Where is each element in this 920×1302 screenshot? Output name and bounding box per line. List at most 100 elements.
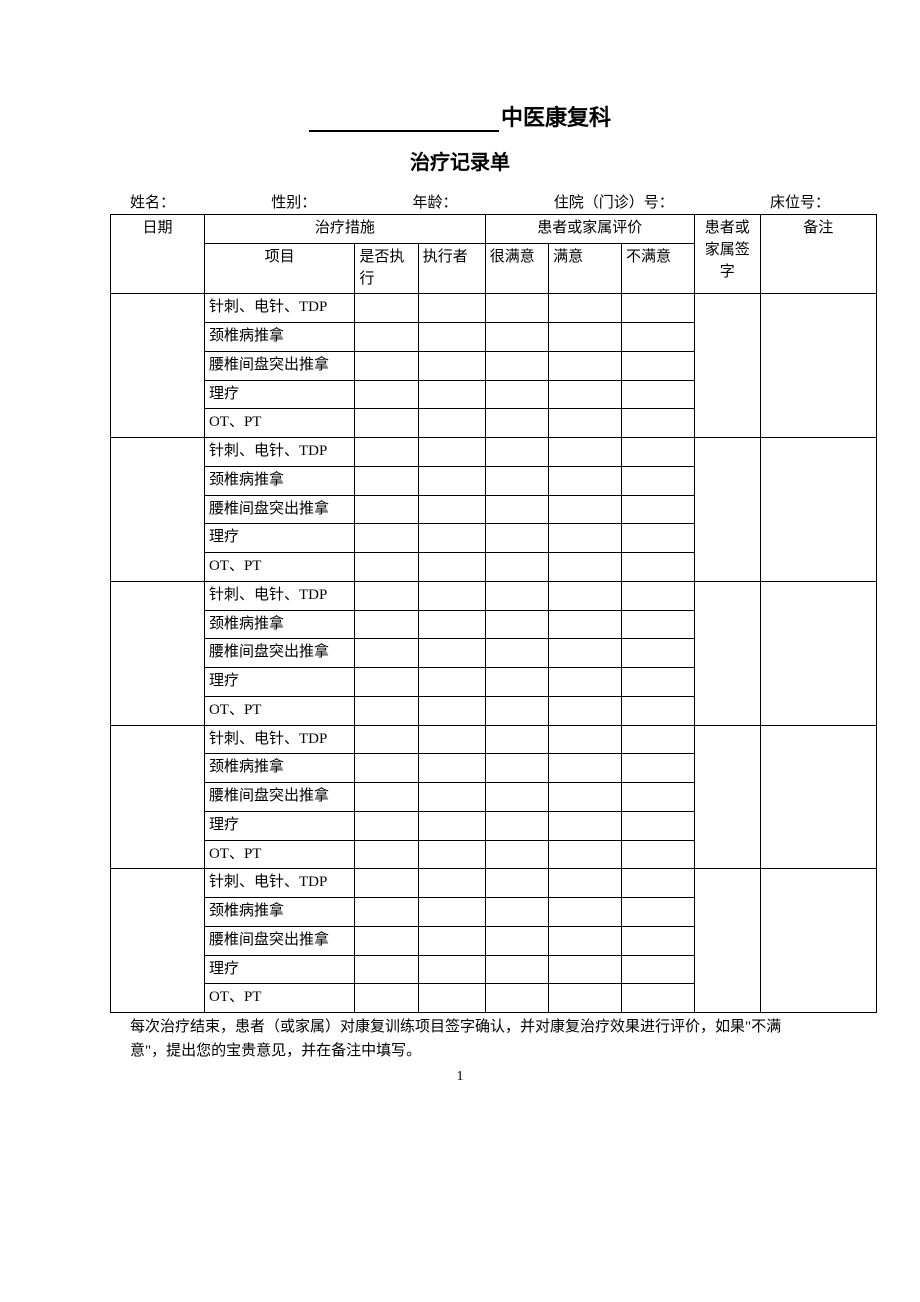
cell-operator [418, 696, 485, 725]
cell-operator [418, 495, 485, 524]
cell-executed [355, 811, 418, 840]
cell-not-satisfied [622, 898, 695, 927]
cell-operator [418, 926, 485, 955]
cell-operator [418, 294, 485, 323]
cell-operator [418, 984, 485, 1013]
inpatient-label: 住院（门诊）号： [554, 191, 674, 212]
cell-not-satisfied [622, 466, 695, 495]
header-executed: 是否执行 [355, 243, 418, 294]
cell-executed [355, 696, 418, 725]
cell-executed [355, 581, 418, 610]
cell-not-satisfied [622, 380, 695, 409]
cell-very-satisfied [485, 553, 548, 582]
cell-not-satisfied [622, 811, 695, 840]
cell-satisfied [549, 610, 622, 639]
cell-very-satisfied [485, 984, 548, 1013]
cell-executed [355, 955, 418, 984]
cell-note [760, 581, 876, 725]
header-not-satisfied: 不满意 [622, 243, 695, 294]
gender-label: 性别： [271, 191, 316, 212]
cell-item: 腰椎间盘突出推拿 [204, 639, 354, 668]
cell-satisfied [549, 898, 622, 927]
cell-very-satisfied [485, 696, 548, 725]
cell-satisfied [549, 639, 622, 668]
cell-item: OT、PT [204, 409, 354, 438]
cell-executed [355, 438, 418, 467]
cell-date [111, 581, 205, 725]
cell-satisfied [549, 495, 622, 524]
cell-not-satisfied [622, 869, 695, 898]
cell-item: 针刺、电针、TDP [204, 869, 354, 898]
header-signature: 患者或家属签字 [694, 215, 760, 294]
cell-executed [355, 783, 418, 812]
cell-very-satisfied [485, 955, 548, 984]
cell-date [111, 869, 205, 1013]
cell-item: 理疗 [204, 811, 354, 840]
cell-satisfied [549, 294, 622, 323]
cell-item: 针刺、电针、TDP [204, 581, 354, 610]
cell-very-satisfied [485, 524, 548, 553]
cell-satisfied [549, 581, 622, 610]
cell-executed [355, 898, 418, 927]
cell-very-satisfied [485, 869, 548, 898]
cell-operator [418, 639, 485, 668]
cell-item: OT、PT [204, 696, 354, 725]
cell-not-satisfied [622, 696, 695, 725]
cell-executed [355, 524, 418, 553]
cell-item: 腰椎间盘突出推拿 [204, 926, 354, 955]
cell-note [760, 869, 876, 1013]
cell-not-satisfied [622, 438, 695, 467]
title-area: 中医康复科 治疗记录单 [80, 100, 840, 175]
cell-item: 腰椎间盘突出推拿 [204, 351, 354, 380]
header-note: 备注 [760, 215, 876, 294]
cell-date [111, 725, 205, 869]
cell-satisfied [549, 524, 622, 553]
cell-not-satisfied [622, 984, 695, 1013]
cell-executed [355, 869, 418, 898]
cell-very-satisfied [485, 840, 548, 869]
cell-very-satisfied [485, 351, 548, 380]
treatment-record-table: 日期治疗措施患者或家属评价患者或家属签字备注项目是否执行执行者很满意满意不满意针… [110, 214, 877, 1013]
hospital-blank-underline [309, 130, 499, 132]
cell-signature [694, 294, 760, 438]
cell-not-satisfied [622, 409, 695, 438]
cell-operator [418, 811, 485, 840]
cell-satisfied [549, 466, 622, 495]
cell-satisfied [549, 926, 622, 955]
cell-satisfied [549, 783, 622, 812]
cell-item: 理疗 [204, 668, 354, 697]
cell-operator [418, 610, 485, 639]
cell-very-satisfied [485, 783, 548, 812]
cell-operator [418, 380, 485, 409]
cell-satisfied [549, 696, 622, 725]
cell-operator [418, 840, 485, 869]
cell-executed [355, 926, 418, 955]
cell-item: 针刺、电针、TDP [204, 294, 354, 323]
cell-very-satisfied [485, 380, 548, 409]
cell-operator [418, 898, 485, 927]
cell-item: 针刺、电针、TDP [204, 438, 354, 467]
cell-very-satisfied [485, 323, 548, 352]
cell-note [760, 438, 876, 582]
cell-item: 理疗 [204, 955, 354, 984]
cell-operator [418, 725, 485, 754]
cell-very-satisfied [485, 294, 548, 323]
cell-very-satisfied [485, 409, 548, 438]
cell-not-satisfied [622, 294, 695, 323]
cell-very-satisfied [485, 811, 548, 840]
page-number: 1 [80, 1069, 840, 1085]
cell-satisfied [549, 984, 622, 1013]
cell-very-satisfied [485, 754, 548, 783]
cell-operator [418, 438, 485, 467]
cell-satisfied [549, 438, 622, 467]
cell-satisfied [549, 840, 622, 869]
cell-executed [355, 380, 418, 409]
cell-item: 针刺、电针、TDP [204, 725, 354, 754]
cell-operator [418, 783, 485, 812]
cell-executed [355, 351, 418, 380]
cell-signature [694, 438, 760, 582]
cell-satisfied [549, 668, 622, 697]
cell-executed [355, 610, 418, 639]
header-item: 项目 [204, 243, 354, 294]
cell-satisfied [549, 323, 622, 352]
